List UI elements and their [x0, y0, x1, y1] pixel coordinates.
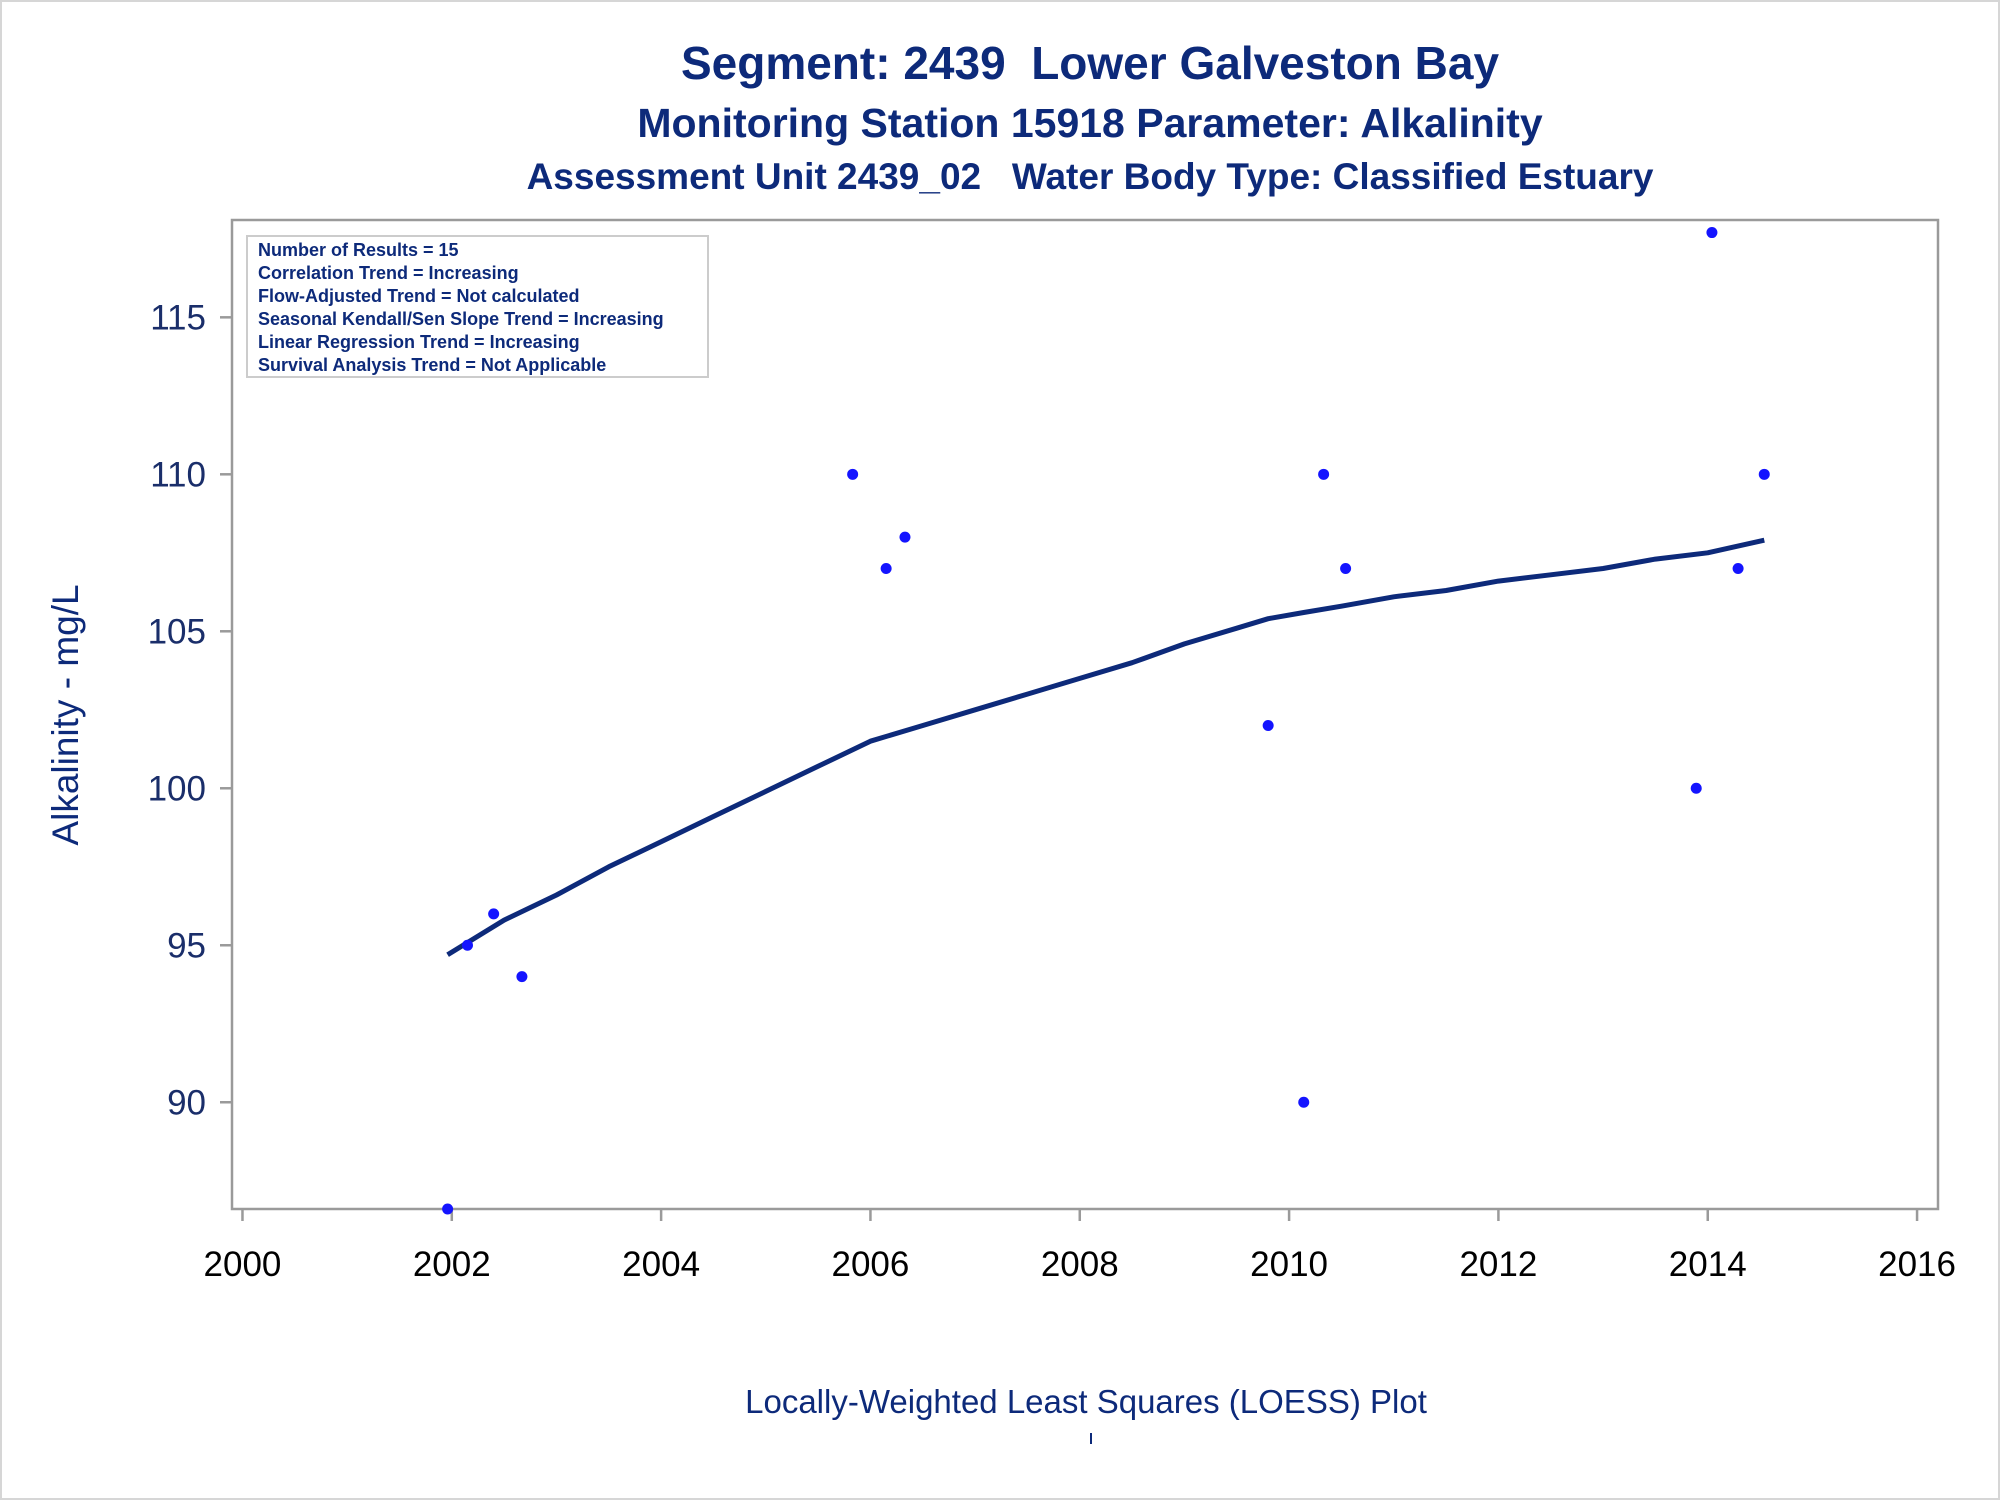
stats-line-linear-regression: Linear Regression Trend = Increasing — [258, 332, 580, 352]
x-tick-label-4: 2008 — [1041, 1245, 1119, 1284]
x-tick-label-7: 2014 — [1669, 1245, 1747, 1284]
stats-line-results: Number of Results = 15 — [258, 240, 459, 260]
data-point-14 — [1758, 468, 1770, 480]
data-point-7 — [1262, 719, 1274, 731]
x-tick-label-3: 2006 — [832, 1245, 910, 1284]
y-tick-label-4: 110 — [150, 455, 206, 494]
chart-subtitle: Monitoring Station 15918 Parameter: Alka… — [637, 100, 1543, 146]
x-tick-label-0: 2000 — [204, 1245, 282, 1284]
data-points — [442, 227, 1770, 1215]
data-point-3 — [516, 971, 528, 983]
y-axis: 90 95 100 105 110 115 — [148, 298, 232, 1122]
data-point-1 — [461, 939, 473, 951]
y-tick-label-0: 90 — [167, 1083, 206, 1122]
x-tick-label-8: 2016 — [1878, 1245, 1956, 1284]
data-point-5 — [880, 563, 892, 575]
y-tick-label-5: 115 — [150, 298, 206, 337]
stats-legend-frame — [246, 235, 709, 378]
chart-subtitle-2: Assessment Unit 2439_02 Water Body Type:… — [526, 156, 1654, 197]
x-tick-label-2: 2004 — [622, 1245, 700, 1284]
stats-line-correlation: Correlation Trend = Increasing — [258, 263, 519, 283]
data-point-13 — [1732, 563, 1744, 575]
y-tick-label-3: 105 — [148, 612, 206, 651]
y-tick-label-1: 95 — [167, 926, 206, 965]
plot-method-label: Locally-Weighted Least Squares (LOESS) P… — [745, 1383, 1427, 1420]
data-point-4 — [847, 468, 859, 480]
data-point-8 — [1298, 1096, 1310, 1108]
data-point-2 — [488, 908, 500, 920]
data-point-11 — [1690, 782, 1702, 794]
stats-line-survival: Survival Analysis Trend = Not Applicable — [258, 355, 606, 375]
plot-area — [230, 218, 1940, 1211]
y-tick-label-2: 100 — [148, 769, 206, 808]
x-tick-label-5: 2010 — [1250, 1245, 1328, 1284]
stats-line-flow-adjusted: Flow-Adjusted Trend = Not calculated — [258, 286, 580, 306]
x-tick-label-1: 2002 — [413, 1245, 491, 1284]
data-point-9 — [1318, 468, 1330, 480]
x-tick-label-6: 2012 — [1459, 1245, 1537, 1284]
data-point-12 — [1706, 227, 1718, 239]
x-axis: 2000 2002 2004 2006 2008 2010 2012 2014 2016 — [204, 1209, 1956, 1284]
data-point-6 — [899, 531, 911, 543]
chart-title: Segment: 2439 Lower Galveston Bay — [680, 37, 1500, 89]
data-point-10 — [1340, 563, 1352, 575]
stats-legend-box: Number of Results = 15 Correlation Trend… — [246, 235, 709, 378]
stats-line-seasonal-kendall: Seasonal Kendall/Sen Slope Trend = Incre… — [258, 309, 664, 329]
y-axis-label: Alkalinity - mg/L — [45, 584, 86, 845]
loess-trend-line — [446, 537, 1765, 957]
data-point-0 — [442, 1203, 454, 1215]
